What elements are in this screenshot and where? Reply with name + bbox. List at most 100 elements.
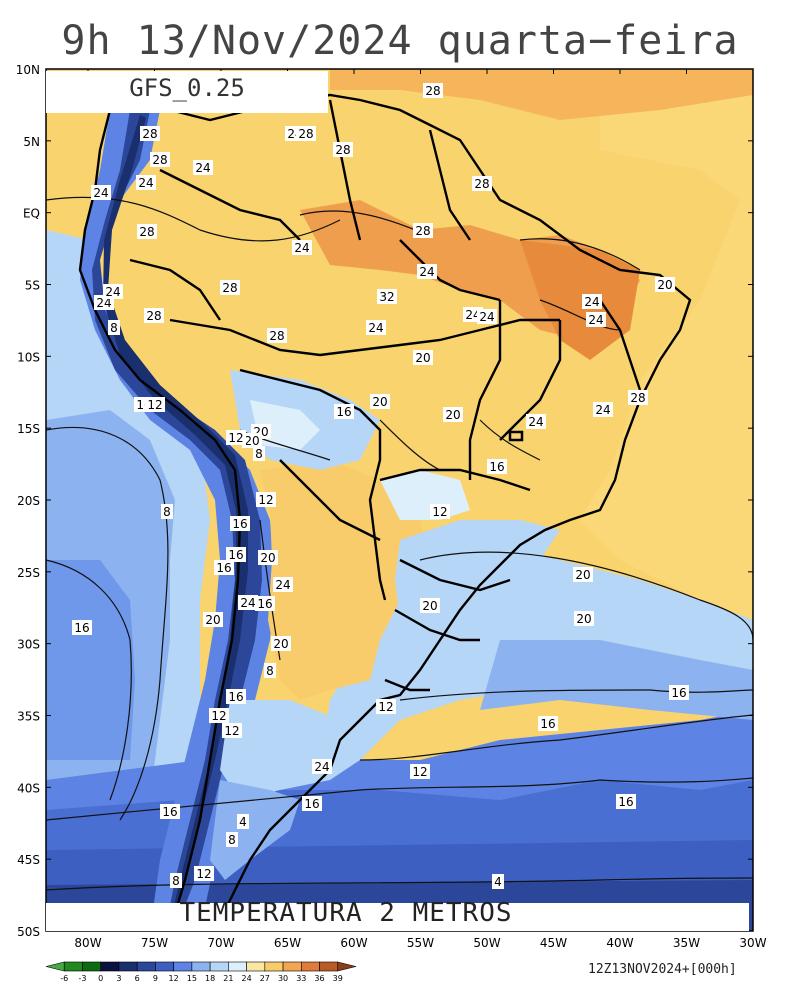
contour-label: 8 (226, 832, 238, 847)
svg-text:24: 24 (595, 403, 610, 417)
contour-label: 24 (582, 294, 602, 309)
contour-label: 16 (226, 547, 246, 562)
lon-label: 55W (407, 936, 434, 950)
contour-label: 24 (136, 175, 156, 190)
lat-label: 25S (17, 566, 40, 580)
lat-label: 5S (25, 279, 40, 293)
borders (78, 93, 692, 931)
svg-text:12: 12 (258, 493, 273, 507)
contour-label: 16 (72, 620, 92, 635)
svg-text:28: 28 (222, 281, 237, 295)
colorbar-label: -6 (60, 974, 68, 983)
svg-text:28: 28 (335, 143, 350, 157)
svg-text:28: 28 (298, 127, 313, 141)
contour-label: 20 (242, 433, 262, 448)
contour-label: 4 (492, 874, 504, 889)
svg-text:20: 20 (273, 637, 288, 651)
lat-label: 10N (16, 63, 40, 77)
colorbar-segment (191, 961, 211, 972)
contour-label: 24 (91, 185, 111, 200)
contour-label: 16 (669, 685, 689, 700)
contour-label: 24 (586, 312, 606, 327)
contour-label: 20 (413, 350, 433, 365)
lon-label: 60W (340, 936, 367, 950)
lat-label: 15S (17, 422, 40, 436)
contour-label: 20 (573, 567, 593, 582)
contour-label: 16 (214, 560, 234, 575)
svg-text:28: 28 (269, 329, 284, 343)
svg-text:16: 16 (216, 561, 231, 575)
svg-text:20: 20 (575, 568, 590, 582)
colorbar-segment (155, 961, 174, 972)
svg-text:28: 28 (415, 224, 430, 238)
svg-text:16: 16 (162, 805, 177, 819)
contour-label: 24 (593, 402, 613, 417)
svg-text:20: 20 (415, 351, 430, 365)
svg-text:12: 12 (224, 724, 239, 738)
contour-label: 28 (140, 126, 160, 141)
colorbar-label: -3 (78, 974, 86, 983)
lat-label: 20S (17, 494, 40, 508)
colorbar-segment (300, 961, 320, 972)
svg-text:20: 20 (260, 551, 275, 565)
svg-text:20: 20 (205, 613, 220, 627)
colorbar-segment (100, 961, 120, 972)
contour-lines (46, 196, 753, 891)
lon-label: 65W (274, 936, 301, 950)
contour-label: 28 (333, 142, 353, 157)
contour-label: 28 (137, 224, 157, 239)
colorbar-label: 3 (116, 974, 121, 983)
svg-text:28: 28 (425, 84, 440, 98)
contour-label: 8 (108, 320, 120, 335)
colorbar-segment (118, 961, 138, 972)
colorbar-segment (337, 961, 357, 972)
map-title: 9h 13/Nov/2024 quarta−feira (61, 18, 739, 64)
contour-label: 28 (220, 280, 240, 295)
contour-label: 12 (226, 430, 246, 445)
svg-text:8: 8 (110, 321, 118, 335)
colorbar-label: 36 (314, 974, 324, 983)
svg-text:24: 24 (465, 308, 480, 322)
svg-text:8: 8 (163, 505, 171, 519)
contour-label: 12 (430, 504, 450, 519)
svg-text:24: 24 (138, 176, 153, 190)
contour-label: 20 (443, 407, 463, 422)
contour-label: 24 (103, 284, 123, 299)
svg-text:24: 24 (419, 265, 434, 279)
svg-text:16: 16 (671, 686, 686, 700)
svg-text:16: 16 (257, 597, 272, 611)
colorbar-label: 33 (296, 974, 306, 983)
contour-label: 28 (144, 308, 164, 323)
contour-label: 12 (145, 397, 165, 412)
svg-text:28: 28 (142, 127, 157, 141)
contour-label: 16 (538, 716, 558, 731)
contour-label: 28 (413, 223, 433, 238)
contour-label: 24 (366, 320, 386, 335)
temperature-field (46, 69, 753, 931)
contour-label: 8 (253, 446, 265, 461)
colorbar-label: 27 (260, 974, 270, 983)
svg-text:24: 24 (195, 161, 210, 175)
svg-text:24: 24 (584, 295, 599, 309)
svg-text:20: 20 (445, 408, 460, 422)
svg-text:16: 16 (228, 690, 243, 704)
lat-label: 30S (17, 638, 40, 652)
svg-text:16: 16 (74, 621, 89, 635)
lat-label: 35S (17, 710, 40, 724)
svg-text:16: 16 (618, 795, 633, 809)
contour-label: 28 (296, 126, 316, 141)
svg-text:24: 24 (96, 296, 111, 310)
contour-label: 20 (655, 277, 675, 292)
lon-label: 75W (141, 936, 168, 950)
lon-label: 50W (473, 936, 500, 950)
contour-label: 20 (271, 636, 291, 651)
contour-label: 24 (477, 309, 497, 324)
svg-text:24: 24 (93, 186, 108, 200)
contour-label: 16 (255, 596, 275, 611)
colorbar-segment (45, 961, 65, 972)
contour-label: 24 (312, 759, 332, 774)
lat-label: 40S (17, 781, 40, 795)
svg-text:16: 16 (540, 717, 555, 731)
contour-label: 12 (209, 708, 229, 723)
